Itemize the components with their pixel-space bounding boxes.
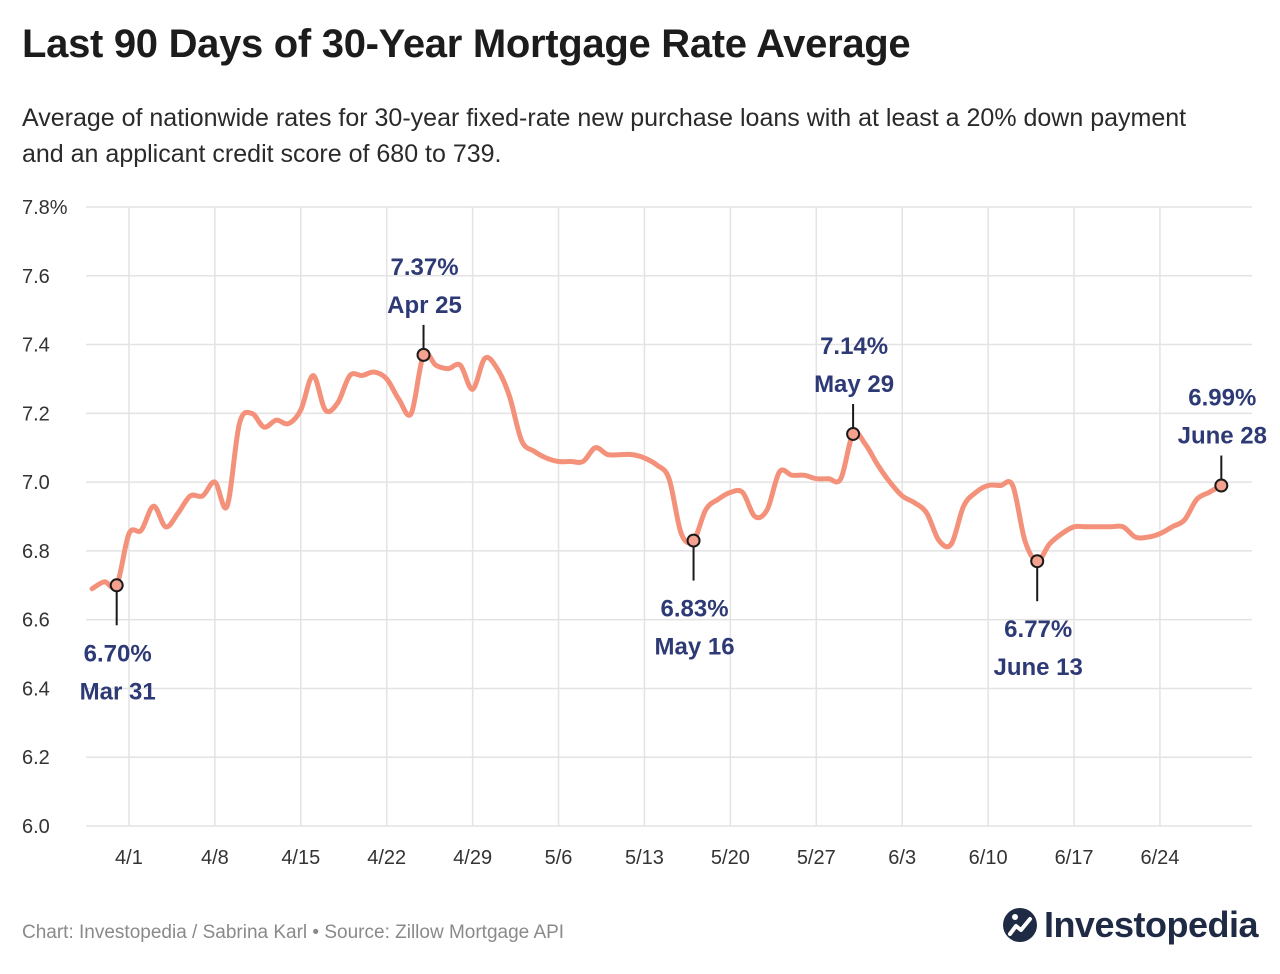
x-tick-label: 5/27 <box>797 847 836 869</box>
annotation-value: 7.14% <box>820 333 888 360</box>
x-tick-label: 4/15 <box>281 847 320 869</box>
x-tick-label: 6/3 <box>888 847 916 869</box>
annotation-date: Apr 25 <box>387 292 462 319</box>
investopedia-logo-icon <box>1002 908 1037 942</box>
chart-credit: Chart: Investopedia / Sabrina Karl • Sou… <box>22 922 565 943</box>
y-tick-label: 6.8 <box>22 541 50 563</box>
y-tick-label: 6.2 <box>22 747 50 769</box>
y-tick-label: 6.0 <box>22 816 50 838</box>
data-point-marker <box>686 533 701 548</box>
data-point-marker <box>416 347 431 362</box>
x-tick-label: 5/20 <box>711 847 750 869</box>
x-tick-label: 5/6 <box>545 847 573 869</box>
y-tick-label: 7.8% <box>22 197 68 219</box>
x-tick-label: 4/1 <box>115 847 143 869</box>
annotation-date: May 29 <box>814 371 894 398</box>
x-tick-label: 5/13 <box>625 847 664 869</box>
brand-logo[interactable]: Investopedia <box>1002 904 1259 946</box>
y-tick-label: 7.0 <box>22 472 50 494</box>
x-tick-label: 6/17 <box>1055 847 1094 869</box>
data-point-marker <box>109 578 124 593</box>
x-tick-label: 4/29 <box>453 847 492 869</box>
y-tick-label: 6.4 <box>22 678 50 700</box>
y-tick-label: 7.2 <box>22 403 50 425</box>
x-tick-label: 6/10 <box>969 847 1008 869</box>
data-point-marker <box>1214 478 1229 493</box>
brand-name: Investopedia <box>1043 904 1259 945</box>
annotation-value: 6.83% <box>661 596 729 623</box>
annotation-date: June 13 <box>994 654 1083 681</box>
y-tick-label: 6.6 <box>22 610 50 632</box>
annotation-date: June 28 <box>1178 423 1267 450</box>
annotation-date: Mar 31 <box>80 678 156 705</box>
annotation-date: May 16 <box>655 634 735 661</box>
annotation-value: 6.70% <box>84 640 152 667</box>
data-point-marker <box>1030 554 1045 569</box>
page-title: Last 90 Days of 30-Year Mortgage Rate Av… <box>22 22 911 66</box>
annotation-value: 6.77% <box>1004 616 1072 643</box>
x-tick-label: 4/22 <box>367 847 406 869</box>
series-line-mortgage-rate <box>89 350 1224 592</box>
y-tick-label: 7.6 <box>22 266 50 288</box>
y-tick-label: 7.4 <box>22 335 50 357</box>
data-point-marker <box>846 426 861 441</box>
annotation-value: 6.99% <box>1188 385 1256 412</box>
x-tick-label: 6/24 <box>1140 847 1179 869</box>
page-subtitle: Average of nationwide rates for 30-year … <box>22 104 1187 168</box>
annotation-value: 7.37% <box>390 254 458 281</box>
x-tick-label: 4/8 <box>201 847 229 869</box>
